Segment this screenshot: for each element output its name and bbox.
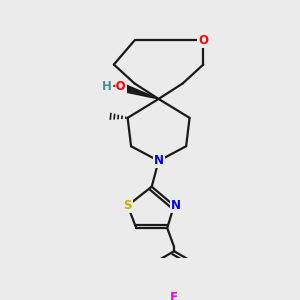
Text: S: S — [123, 199, 132, 212]
Text: N: N — [171, 199, 181, 212]
Text: ·O: ·O — [112, 80, 126, 93]
Text: N: N — [154, 154, 164, 167]
Polygon shape — [125, 85, 159, 99]
Text: H: H — [102, 80, 112, 93]
Text: O: O — [198, 34, 208, 47]
Text: F: F — [170, 291, 178, 300]
